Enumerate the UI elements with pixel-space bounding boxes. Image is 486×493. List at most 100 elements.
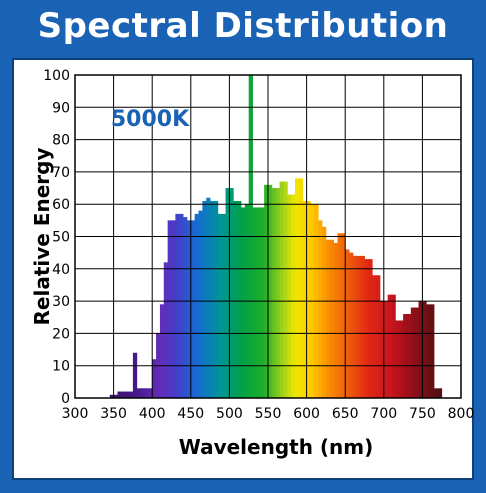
spectrum-bar	[117, 391, 122, 398]
y-tick-label: 80	[52, 133, 70, 149]
spectrum-bar	[140, 388, 145, 398]
spectrum-bar	[430, 304, 435, 398]
plot-border	[74, 74, 462, 399]
spectrum-bar	[433, 388, 439, 398]
spectrum-bar	[298, 178, 304, 398]
spectrum-bar	[368, 259, 373, 398]
x-tick-label: 500	[216, 406, 243, 422]
y-tick-label: 50	[52, 230, 70, 246]
y-tick-label: 20	[52, 326, 70, 342]
spectrum-bar	[152, 359, 157, 398]
x-tick-label: 650	[332, 406, 359, 422]
spectrum-bar	[194, 213, 199, 398]
y-tick-label: 100	[43, 68, 70, 84]
spectrum-bar	[418, 301, 423, 398]
spectrum-bar	[233, 200, 238, 398]
y-axis-label: Relative Energy	[30, 148, 54, 326]
x-axis-label: Wavelength (nm)	[179, 435, 374, 459]
spectrum-bar	[179, 213, 184, 398]
spectrum-bar	[225, 188, 230, 398]
x-tick-label: 700	[370, 406, 397, 422]
spectrum-bar	[333, 242, 338, 398]
spectrum-bar	[121, 391, 126, 398]
spectrum-bar	[322, 226, 327, 398]
spectrum-bar	[240, 207, 246, 398]
spectrum-bar	[202, 200, 207, 398]
spectrum-bar	[206, 197, 211, 398]
spectrum-bar	[414, 307, 419, 398]
spectrum-bar	[283, 181, 288, 398]
spectrum-bar	[125, 391, 130, 398]
spectrum-bar	[190, 220, 196, 398]
spectrum-bar	[210, 200, 215, 398]
spectrum-bar	[132, 352, 138, 398]
spectrum-bar	[410, 307, 416, 398]
spectrum-bar	[376, 275, 381, 398]
spectrum-bar	[379, 301, 385, 398]
x-tick-label: 400	[139, 406, 166, 422]
chart-title: Spectral Distribution	[37, 6, 449, 46]
spectrum-bar	[264, 184, 269, 398]
spectrum-bar	[360, 255, 365, 398]
spectrum-bar	[372, 275, 377, 398]
spectrum-bar	[345, 249, 350, 398]
spectrum-bar	[406, 314, 412, 398]
spectrum-bar	[364, 259, 369, 398]
y-tick-label: 40	[52, 262, 70, 278]
x-tick-label: 450	[177, 406, 204, 422]
spectrum-bar	[337, 233, 342, 398]
spectrum-bar	[183, 217, 188, 398]
spectrum-bar	[275, 188, 280, 398]
spectrum-bar	[287, 194, 292, 398]
spectrum-bar	[163, 262, 169, 398]
spectrum-bar	[144, 388, 149, 398]
spectrum-bar	[167, 220, 172, 398]
spectrum-bar	[325, 239, 331, 398]
spectrum-bar	[422, 301, 427, 398]
spectrum-bar	[341, 233, 346, 398]
spectrum-bar	[186, 220, 192, 398]
spectrum-bar	[391, 294, 396, 398]
spectrum-bar	[295, 178, 300, 398]
spectrum-bar	[318, 220, 323, 398]
y-tick-label: 70	[52, 165, 70, 181]
spectrum-bar	[136, 388, 142, 398]
spectrum-bar	[159, 304, 165, 398]
x-tick-label: 600	[293, 406, 320, 422]
spectrum-bar	[426, 304, 431, 398]
spectrum-bar	[271, 188, 277, 398]
y-tick-label: 10	[52, 359, 70, 375]
spectrum-bar	[268, 184, 273, 398]
spectrum-bar	[229, 188, 234, 398]
x-tick-label: 800	[448, 406, 475, 422]
spectrum-bar	[291, 194, 296, 398]
spectrum-bar	[148, 388, 153, 398]
color-temperature-label: 5000K	[111, 107, 190, 132]
spectrum-bar	[213, 200, 219, 398]
spectrum-bar	[109, 394, 114, 398]
spectrum-bar	[221, 213, 226, 398]
spectrum-bar	[252, 207, 257, 398]
spectrum-bar	[279, 181, 284, 398]
y-tick-label: 60	[52, 197, 70, 213]
x-tick-label: 300	[62, 406, 89, 422]
spectrum-bar	[113, 394, 118, 398]
spectrum-bar	[383, 301, 389, 398]
spectrum-bar	[349, 252, 354, 398]
spectrum-bar	[437, 388, 443, 398]
y-tick-label: 30	[52, 294, 70, 310]
spectrum-bar	[399, 320, 404, 398]
spectrum-bar	[129, 391, 134, 398]
x-tick-label: 750	[409, 406, 436, 422]
spectrum-bar	[217, 213, 223, 398]
spectrum-bar	[395, 320, 400, 398]
spectrum-bar	[260, 207, 265, 398]
spectrum-bar	[198, 210, 203, 398]
spectrum-bar	[352, 255, 358, 398]
y-tick-label: 90	[52, 100, 70, 116]
spectrum-bar	[237, 200, 242, 398]
x-tick-label: 350	[100, 406, 127, 422]
y-tick-label: 0	[61, 391, 70, 407]
